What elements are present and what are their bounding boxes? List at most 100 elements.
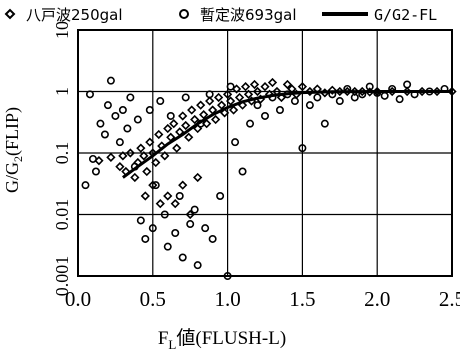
point-diamond bbox=[216, 100, 227, 110]
y-axis-label: G/G2(FLIP) bbox=[2, 107, 25, 193]
legend-marker-diamond bbox=[4, 8, 16, 20]
point-circle bbox=[246, 119, 255, 128]
point-circle bbox=[275, 106, 284, 115]
point-circle bbox=[88, 154, 97, 163]
point-diamond bbox=[243, 89, 254, 99]
point-circle bbox=[126, 93, 135, 102]
point-diamond bbox=[125, 148, 135, 158]
point-circle bbox=[320, 119, 329, 128]
point-diamond bbox=[115, 162, 125, 172]
point-circle bbox=[96, 119, 105, 128]
point-diamond bbox=[160, 151, 170, 161]
x-tick-label: 0.5 bbox=[140, 287, 166, 311]
point-diamond bbox=[151, 157, 161, 168]
legend-marker-circle bbox=[179, 9, 189, 19]
y-tick-label: 0.1 bbox=[52, 142, 72, 165]
point-circle bbox=[313, 93, 322, 102]
point-circle bbox=[208, 234, 217, 243]
point-diamond bbox=[225, 96, 236, 106]
point-circle bbox=[395, 95, 404, 104]
point-diamond bbox=[142, 166, 152, 177]
x-axis-label-sub: L bbox=[168, 337, 176, 352]
point-circle bbox=[85, 90, 94, 99]
point-diamond bbox=[297, 81, 308, 92]
x-tick-label: 1.0 bbox=[214, 287, 240, 311]
point-diamond bbox=[94, 156, 104, 166]
point-circle bbox=[145, 106, 154, 115]
point-diamond bbox=[118, 151, 128, 161]
point-circle bbox=[136, 216, 145, 225]
plot-frame bbox=[77, 29, 453, 277]
point-circle bbox=[156, 97, 165, 106]
point-diamond bbox=[199, 110, 209, 120]
legend-label-series-2: 暫定波693gal bbox=[200, 6, 297, 24]
point-diamond bbox=[447, 86, 457, 97]
point-circle bbox=[148, 224, 157, 233]
point-circle bbox=[290, 97, 299, 106]
point-circle bbox=[111, 111, 120, 120]
point-diamond bbox=[208, 105, 218, 115]
point-circle bbox=[350, 93, 359, 102]
x-tick-label: 0.0 bbox=[65, 287, 91, 311]
point-diamond bbox=[166, 132, 176, 142]
point-circle bbox=[91, 167, 100, 176]
point-diamond bbox=[175, 127, 185, 137]
x-tick-label: 2.0 bbox=[364, 287, 390, 311]
point-circle bbox=[193, 261, 202, 270]
point-diamond bbox=[260, 81, 270, 92]
point-diamond bbox=[193, 172, 203, 183]
y-tick-label: 10 bbox=[52, 21, 72, 39]
y-tick-label: 0.001 bbox=[52, 256, 72, 297]
point-circle bbox=[103, 101, 112, 110]
legend-label-series-1: 八戸波250gal bbox=[26, 6, 123, 24]
point-diamond bbox=[196, 100, 206, 110]
point-circle bbox=[216, 191, 225, 200]
point-circle bbox=[133, 115, 142, 124]
point-circle bbox=[118, 106, 127, 115]
point-circle bbox=[106, 76, 115, 85]
point-circle bbox=[186, 220, 195, 229]
y-axis-label-pre: G/G bbox=[2, 162, 22, 193]
point-circle bbox=[175, 191, 184, 200]
point-diamond bbox=[154, 129, 164, 140]
point-circle bbox=[205, 90, 214, 99]
y-tick-label: 0.01 bbox=[52, 199, 72, 231]
point-diamond bbox=[231, 84, 242, 94]
point-diamond bbox=[205, 96, 215, 106]
point-diamond bbox=[213, 92, 224, 103]
point-circle bbox=[403, 80, 412, 89]
point-circle bbox=[141, 234, 150, 243]
y-axis-label-post: (FLIP) bbox=[2, 107, 23, 156]
point-circle bbox=[166, 111, 175, 120]
point-diamond bbox=[190, 114, 200, 125]
legend-label-series-3: G/G2-FL bbox=[374, 6, 437, 24]
point-circle bbox=[123, 124, 132, 133]
point-circle bbox=[160, 210, 169, 219]
point-diamond bbox=[202, 119, 212, 129]
point-circle bbox=[298, 144, 307, 153]
point-diamond bbox=[130, 172, 140, 183]
point-diamond bbox=[172, 143, 182, 153]
point-circle bbox=[81, 181, 90, 190]
point-circle bbox=[171, 229, 180, 238]
point-diamond bbox=[163, 191, 173, 201]
point-diamond bbox=[169, 119, 179, 129]
point-circle bbox=[181, 93, 190, 102]
point-diamond bbox=[140, 191, 150, 201]
point-diamond bbox=[211, 114, 221, 125]
x-tick-labels: 0.0 0.5 1.0 1.5 2.0 2.5 bbox=[65, 287, 460, 311]
point-circle bbox=[100, 130, 109, 139]
point-diamond bbox=[267, 77, 278, 88]
x-tick-label: 1.5 bbox=[289, 287, 315, 311]
point-circle bbox=[365, 82, 374, 91]
x-axis-label-rest: 値(FLUSH-L) bbox=[176, 327, 286, 349]
x-tick-label: 2.5 bbox=[439, 287, 460, 311]
svg-text:FL値(FLUSH-L): FL値(FLUSH-L) bbox=[158, 327, 286, 352]
point-circle bbox=[201, 224, 210, 233]
point-diamond bbox=[222, 89, 233, 99]
point-circle bbox=[115, 138, 124, 147]
point-circle bbox=[226, 82, 235, 91]
point-circle bbox=[335, 97, 344, 106]
point-diamond bbox=[178, 111, 188, 121]
